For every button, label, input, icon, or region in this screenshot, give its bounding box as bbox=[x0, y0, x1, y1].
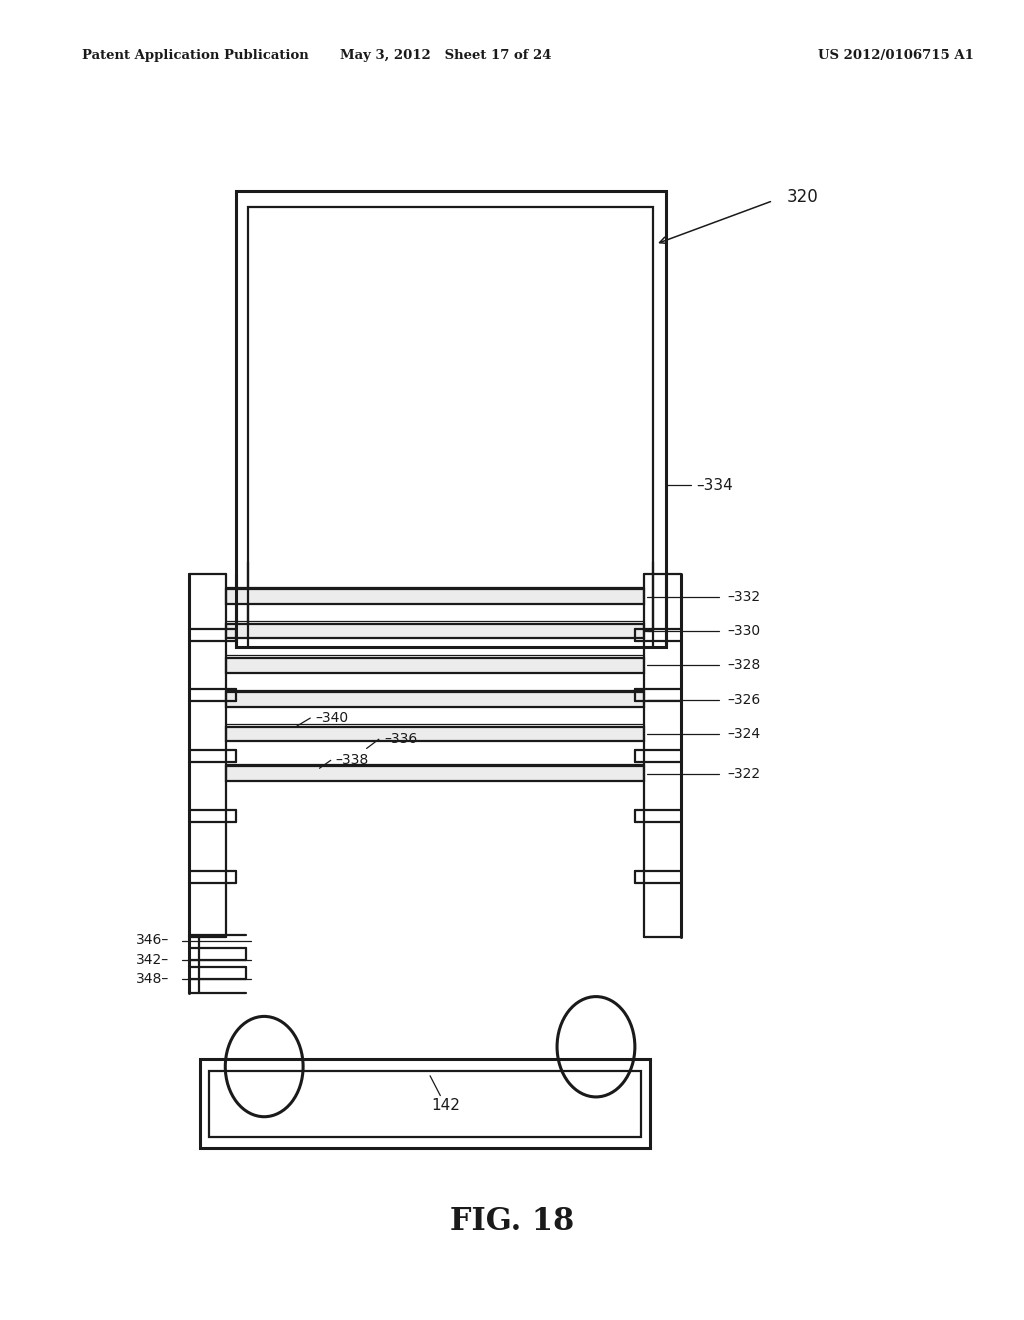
Text: 142: 142 bbox=[431, 1098, 460, 1113]
Text: –334: –334 bbox=[696, 478, 733, 492]
Text: –330: –330 bbox=[727, 624, 760, 638]
Bar bbox=[226, 623, 644, 638]
Text: 346–: 346– bbox=[136, 933, 169, 948]
Text: 320: 320 bbox=[786, 187, 818, 206]
Text: –322: –322 bbox=[727, 767, 760, 780]
Bar bbox=[226, 657, 644, 672]
Text: –328: –328 bbox=[727, 659, 760, 672]
Bar bbox=[226, 692, 644, 708]
Text: –324: –324 bbox=[727, 727, 760, 741]
Text: FIG. 18: FIG. 18 bbox=[450, 1205, 574, 1237]
Bar bbox=[200, 1059, 650, 1148]
Bar bbox=[226, 589, 644, 603]
Text: –338: –338 bbox=[336, 754, 369, 767]
Text: May 3, 2012   Sheet 17 of 24: May 3, 2012 Sheet 17 of 24 bbox=[340, 49, 551, 62]
Bar bbox=[226, 726, 644, 741]
Text: –340: –340 bbox=[315, 711, 348, 725]
Bar bbox=[209, 1071, 641, 1137]
Text: –332: –332 bbox=[727, 590, 760, 603]
Text: US 2012/0106715 A1: US 2012/0106715 A1 bbox=[818, 49, 974, 62]
Text: 342–: 342– bbox=[136, 953, 169, 966]
Text: –336: –336 bbox=[384, 733, 417, 746]
Text: 348–: 348– bbox=[136, 973, 169, 986]
Bar bbox=[226, 766, 644, 781]
Bar bbox=[248, 207, 653, 631]
Text: Patent Application Publication: Patent Application Publication bbox=[82, 49, 308, 62]
Bar bbox=[236, 191, 666, 647]
Text: –326: –326 bbox=[727, 693, 760, 706]
